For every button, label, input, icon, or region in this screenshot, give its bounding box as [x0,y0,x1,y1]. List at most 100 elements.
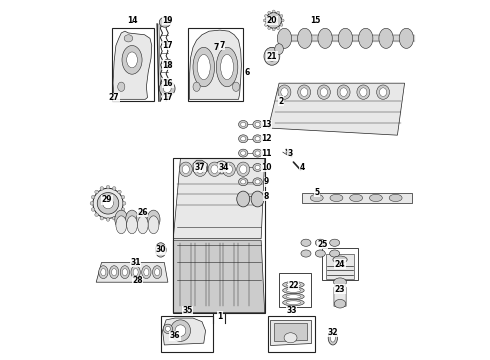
Ellipse shape [121,195,125,199]
Ellipse shape [253,135,262,143]
Ellipse shape [284,333,297,343]
Ellipse shape [142,266,151,279]
Ellipse shape [301,239,311,246]
Ellipse shape [334,300,346,308]
Ellipse shape [239,192,248,200]
Ellipse shape [152,266,162,279]
Ellipse shape [90,202,94,205]
Ellipse shape [193,47,215,87]
Bar [112,28,153,101]
Ellipse shape [237,191,250,207]
Ellipse shape [241,180,245,184]
Ellipse shape [124,35,133,42]
Ellipse shape [357,85,370,99]
Ellipse shape [171,320,191,341]
Ellipse shape [106,218,110,221]
Ellipse shape [286,283,300,287]
Ellipse shape [237,162,250,176]
Ellipse shape [91,195,95,199]
Ellipse shape [220,54,234,80]
Polygon shape [163,318,205,345]
Ellipse shape [278,85,291,99]
Ellipse shape [255,122,260,127]
Ellipse shape [211,165,218,174]
Text: 17: 17 [163,41,173,50]
Ellipse shape [222,162,235,176]
Text: 25: 25 [317,240,327,249]
Text: 8: 8 [264,192,269,201]
Ellipse shape [281,88,288,96]
Ellipse shape [272,28,275,31]
Ellipse shape [241,136,245,141]
Ellipse shape [97,193,119,214]
Text: 34: 34 [218,163,229,172]
Polygon shape [173,158,265,239]
Ellipse shape [239,149,248,157]
Ellipse shape [268,11,270,14]
Ellipse shape [330,250,340,257]
Text: 10: 10 [261,163,272,172]
Ellipse shape [118,82,125,91]
Ellipse shape [251,191,264,207]
Ellipse shape [175,325,186,336]
Ellipse shape [255,151,260,155]
Ellipse shape [277,11,280,14]
Polygon shape [193,160,207,175]
Ellipse shape [255,180,260,184]
Ellipse shape [280,14,283,17]
Ellipse shape [268,27,270,30]
Ellipse shape [399,28,414,48]
Ellipse shape [337,85,350,99]
Ellipse shape [280,23,283,26]
Ellipse shape [102,198,113,209]
Ellipse shape [115,210,128,229]
Polygon shape [190,30,242,99]
Ellipse shape [163,85,171,93]
Ellipse shape [241,194,245,198]
Ellipse shape [126,52,137,68]
Text: 16: 16 [163,79,173,88]
Polygon shape [96,262,168,282]
Ellipse shape [297,28,312,48]
Text: 4: 4 [300,163,305,172]
Ellipse shape [350,194,363,202]
Ellipse shape [163,20,168,24]
Ellipse shape [239,163,248,171]
Ellipse shape [137,216,148,234]
Ellipse shape [255,136,260,141]
Ellipse shape [241,122,245,127]
Text: 29: 29 [102,195,112,204]
Ellipse shape [277,28,292,48]
Text: 35: 35 [182,306,193,315]
Text: 26: 26 [138,208,148,217]
Ellipse shape [216,47,238,87]
Ellipse shape [301,250,311,257]
Ellipse shape [389,194,402,202]
Ellipse shape [253,121,262,129]
Ellipse shape [330,194,343,202]
Ellipse shape [106,185,110,189]
Polygon shape [173,240,265,313]
Ellipse shape [100,186,103,190]
Ellipse shape [93,188,123,219]
Ellipse shape [283,293,304,300]
Ellipse shape [196,164,204,171]
Bar [322,248,358,280]
Ellipse shape [318,85,330,99]
Ellipse shape [263,19,266,22]
Text: 33: 33 [286,306,297,315]
Text: 12: 12 [261,134,272,143]
Ellipse shape [225,165,232,174]
Ellipse shape [264,47,280,65]
Ellipse shape [330,333,335,342]
Polygon shape [334,280,346,306]
Text: 23: 23 [335,285,345,294]
Ellipse shape [121,208,125,211]
Text: 28: 28 [132,276,143,285]
Text: 5: 5 [314,188,319,197]
Ellipse shape [133,269,138,276]
Ellipse shape [241,151,245,155]
Text: 1: 1 [217,312,222,321]
Ellipse shape [155,243,166,257]
Ellipse shape [91,208,95,211]
